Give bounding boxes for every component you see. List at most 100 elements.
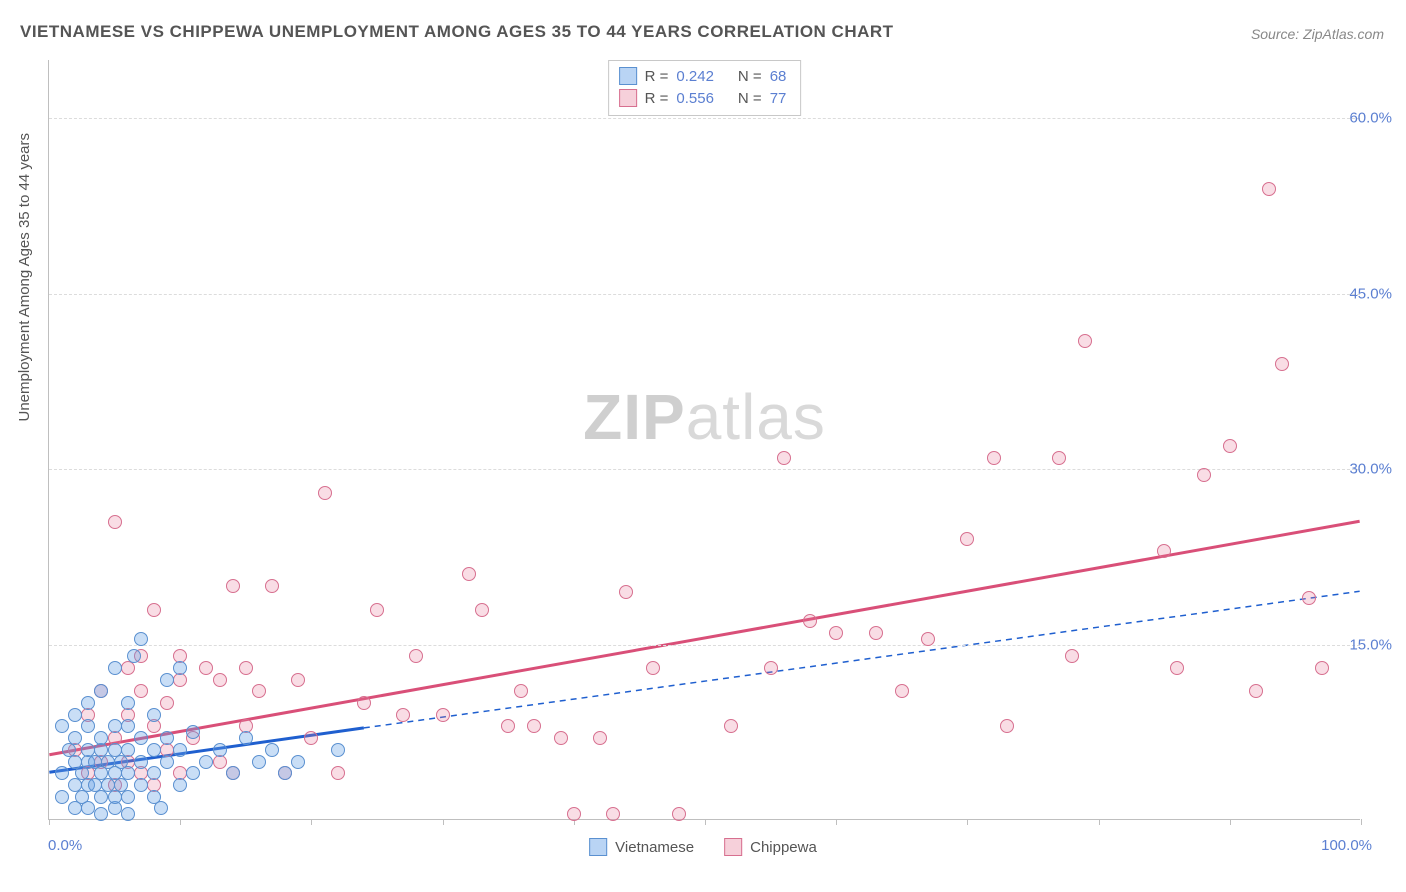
x-tick [836, 819, 837, 825]
source-attribution: Source: ZipAtlas.com [1251, 26, 1384, 42]
x-tick [1099, 819, 1100, 825]
scatter-point-chippewa [304, 731, 318, 745]
scatter-point-vietnamese [252, 755, 266, 769]
scatter-point-chippewa [724, 719, 738, 733]
scatter-point-vietnamese [239, 731, 253, 745]
scatter-point-vietnamese [173, 778, 187, 792]
scatter-point-chippewa [514, 684, 528, 698]
scatter-point-chippewa [462, 567, 476, 581]
scatter-point-vietnamese [121, 743, 135, 757]
scatter-point-chippewa [1197, 468, 1211, 482]
scatter-point-chippewa [921, 632, 935, 646]
x-axis-end-label: 100.0% [1321, 837, 1372, 854]
scatter-point-chippewa [1078, 334, 1092, 348]
scatter-point-chippewa [396, 708, 410, 722]
scatter-point-vietnamese [68, 708, 82, 722]
scatter-point-chippewa [567, 807, 581, 821]
scatter-point-vietnamese [291, 755, 305, 769]
scatter-point-chippewa [160, 696, 174, 710]
scatter-point-vietnamese [160, 755, 174, 769]
scatter-point-chippewa [370, 603, 384, 617]
scatter-point-chippewa [475, 603, 489, 617]
scatter-point-chippewa [265, 579, 279, 593]
scatter-point-vietnamese [134, 632, 148, 646]
legend-label-vietnamese: Vietnamese [615, 839, 694, 856]
scatter-point-vietnamese [173, 743, 187, 757]
y-tick-label: 30.0% [1349, 461, 1392, 478]
scatter-point-chippewa [619, 585, 633, 599]
scatter-point-chippewa [646, 661, 660, 675]
scatter-point-vietnamese [147, 708, 161, 722]
swatch-blue-icon [589, 838, 607, 856]
scatter-point-vietnamese [81, 801, 95, 815]
scatter-point-vietnamese [94, 807, 108, 821]
scatter-point-vietnamese [186, 725, 200, 739]
grid-line [49, 469, 1360, 470]
scatter-point-vietnamese [278, 766, 292, 780]
scatter-point-chippewa [134, 684, 148, 698]
grid-line [49, 118, 1360, 119]
scatter-point-chippewa [252, 684, 266, 698]
trend-line-vietnamese-extrapolated [364, 591, 1360, 728]
scatter-point-vietnamese [94, 684, 108, 698]
scatter-point-chippewa [1302, 591, 1316, 605]
scatter-point-vietnamese [160, 673, 174, 687]
scatter-point-chippewa [869, 626, 883, 640]
scatter-point-chippewa [1052, 451, 1066, 465]
scatter-point-chippewa [147, 603, 161, 617]
scatter-point-chippewa [1000, 719, 1014, 733]
x-tick [443, 819, 444, 825]
scatter-point-vietnamese [121, 696, 135, 710]
scatter-point-vietnamese [134, 755, 148, 769]
scatter-point-vietnamese [55, 719, 69, 733]
scatter-point-vietnamese [134, 778, 148, 792]
scatter-point-vietnamese [134, 731, 148, 745]
scatter-point-chippewa [291, 673, 305, 687]
swatch-pink-icon [724, 838, 742, 856]
grid-line [49, 294, 1360, 295]
scatter-point-vietnamese [160, 731, 174, 745]
chart-title: VIETNAMESE VS CHIPPEWA UNEMPLOYMENT AMON… [20, 22, 894, 42]
scatter-point-chippewa [1315, 661, 1329, 675]
legend-label-chippewa: Chippewa [750, 839, 817, 856]
y-axis-label: Unemployment Among Ages 35 to 44 years [16, 133, 33, 422]
scatter-point-chippewa [1170, 661, 1184, 675]
scatter-point-chippewa [803, 614, 817, 628]
grid-line [49, 645, 1360, 646]
x-tick [705, 819, 706, 825]
legend-item-chippewa: Chippewa [724, 838, 817, 856]
scatter-point-vietnamese [55, 766, 69, 780]
scatter-point-chippewa [213, 673, 227, 687]
scatter-point-chippewa [239, 661, 253, 675]
scatter-point-chippewa [1275, 357, 1289, 371]
x-tick [1230, 819, 1231, 825]
scatter-point-vietnamese [108, 661, 122, 675]
scatter-point-vietnamese [81, 696, 95, 710]
scatter-point-vietnamese [147, 766, 161, 780]
scatter-point-chippewa [1223, 439, 1237, 453]
scatter-point-chippewa [606, 807, 620, 821]
scatter-point-vietnamese [68, 731, 82, 745]
scatter-point-vietnamese [121, 766, 135, 780]
chart-container: VIETNAMESE VS CHIPPEWA UNEMPLOYMENT AMON… [0, 0, 1406, 892]
scatter-point-chippewa [987, 451, 1001, 465]
scatter-point-vietnamese [186, 766, 200, 780]
scatter-point-chippewa [318, 486, 332, 500]
scatter-point-chippewa [357, 696, 371, 710]
scatter-point-vietnamese [147, 743, 161, 757]
y-tick-label: 15.0% [1349, 636, 1392, 653]
scatter-point-chippewa [895, 684, 909, 698]
scatter-point-vietnamese [154, 801, 168, 815]
scatter-point-chippewa [777, 451, 791, 465]
series-legend: Vietnamese Chippewa [589, 838, 817, 856]
scatter-point-chippewa [1249, 684, 1263, 698]
scatter-point-vietnamese [331, 743, 345, 757]
x-tick [967, 819, 968, 825]
scatter-point-chippewa [672, 807, 686, 821]
scatter-point-chippewa [331, 766, 345, 780]
scatter-point-chippewa [593, 731, 607, 745]
scatter-point-chippewa [409, 649, 423, 663]
scatter-point-vietnamese [121, 807, 135, 821]
x-tick [49, 819, 50, 825]
scatter-point-chippewa [1065, 649, 1079, 663]
